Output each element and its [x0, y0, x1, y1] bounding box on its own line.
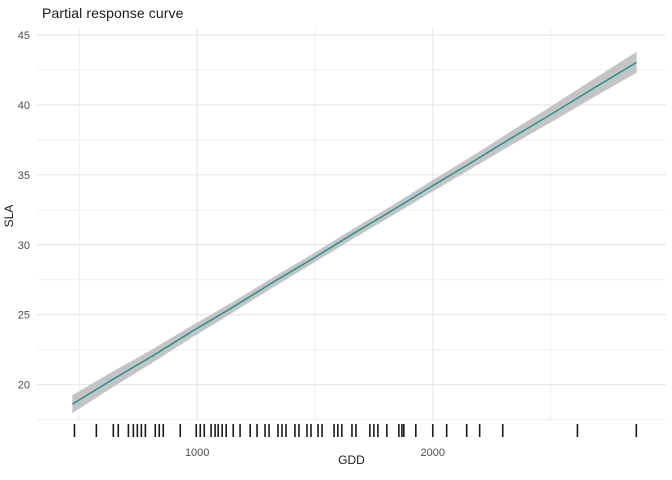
grid-minor [37, 28, 666, 421]
axis-tick-labels: 20 25 30 35 40 45 1000 2000 [18, 30, 445, 459]
chart-title: Partial response curve [42, 5, 184, 21]
x-tick-label: 1000 [185, 447, 209, 459]
rug-marks [73, 424, 638, 437]
fit-line [71, 61, 637, 405]
y-tick-label: 45 [18, 30, 30, 42]
y-tick-label: 35 [18, 170, 30, 182]
y-axis-title: SLA [2, 204, 16, 228]
y-tick-label: 20 [18, 380, 30, 392]
grid-major [37, 28, 666, 421]
x-tick-label: 2000 [421, 447, 445, 459]
x-axis-title: GDD [338, 453, 365, 467]
y-tick-label: 30 [18, 240, 30, 252]
y-tick-label: 25 [18, 310, 30, 322]
y-tick-label: 40 [18, 100, 30, 112]
